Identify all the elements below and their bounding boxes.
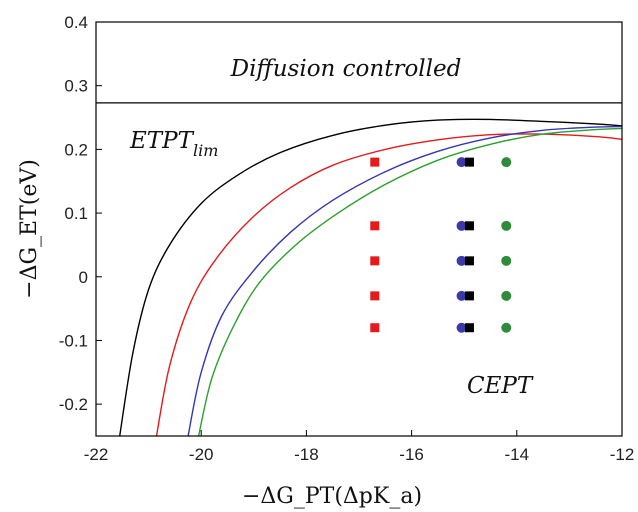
data-point-circle xyxy=(456,220,467,231)
cept-label: CEPT xyxy=(467,373,534,399)
x-tick-label: -18 xyxy=(294,445,319,464)
y-axis-label: −ΔG_ET(eV) xyxy=(17,159,42,299)
data-point-circle xyxy=(456,290,467,301)
data-point-square xyxy=(370,323,380,333)
x-tick-label: -12 xyxy=(610,445,635,464)
curves-layer xyxy=(119,118,622,436)
etpt-label-sub: lim xyxy=(193,141,218,160)
x-tick-label: -14 xyxy=(505,445,530,464)
points-layer xyxy=(370,157,512,333)
x-tick-label: -20 xyxy=(189,445,214,464)
diffusion-controlled-label: Diffusion controlled xyxy=(230,56,462,82)
data-point-circle xyxy=(456,322,467,333)
data-point-circle xyxy=(501,255,512,266)
data-point-square xyxy=(370,157,380,167)
x-axis-label: −ΔG_PT(ΔpK_a) xyxy=(242,484,422,509)
y-tick-label: -0.2 xyxy=(59,395,88,414)
data-point-square xyxy=(370,256,380,266)
data-point-circle xyxy=(456,255,467,266)
data-point-circle xyxy=(456,157,467,168)
data-point-circle xyxy=(501,220,512,231)
etpt-label-main: ETPT xyxy=(129,128,195,154)
curve-line xyxy=(119,118,622,436)
curve-line xyxy=(187,125,622,436)
x-axis-ticks: -22 -20 -18 -16 -14 -12 xyxy=(84,430,635,464)
y-axis-ticks: -0.2 -0.1 0 0.1 0.2 0.3 0.4 xyxy=(59,13,102,414)
y-tick-label: 0 xyxy=(79,268,88,287)
data-point-square xyxy=(464,291,474,301)
x-tick-label: -22 xyxy=(84,445,109,464)
y-tick-label: 0.1 xyxy=(64,204,88,223)
data-point-square xyxy=(464,221,474,231)
etpt-lim-label: ETPTlim xyxy=(129,128,218,160)
data-point-square xyxy=(464,323,474,333)
curve-line xyxy=(197,127,622,436)
data-point-square xyxy=(370,291,380,301)
y-tick-label: -0.1 xyxy=(59,331,88,350)
curve-line xyxy=(155,133,622,436)
y-tick-label: 0.2 xyxy=(64,140,88,159)
data-point-square xyxy=(370,221,380,231)
plot-frame xyxy=(95,21,623,437)
data-point-square xyxy=(464,256,474,266)
data-point-square xyxy=(464,157,474,167)
data-point-circle xyxy=(501,290,512,301)
y-tick-label: 0.3 xyxy=(64,77,88,96)
x-tick-label: -16 xyxy=(399,445,424,464)
data-point-circle xyxy=(501,157,512,168)
data-point-circle xyxy=(501,322,512,333)
y-tick-label: 0.4 xyxy=(64,13,88,32)
